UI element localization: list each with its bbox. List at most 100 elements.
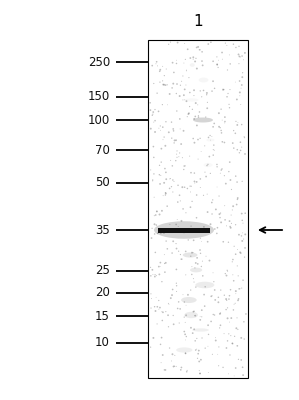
Point <box>179 141 184 147</box>
Point <box>190 106 195 112</box>
Point <box>205 209 210 215</box>
Point <box>162 82 167 88</box>
Point <box>174 266 179 273</box>
Point <box>165 246 170 252</box>
Point <box>175 148 179 154</box>
Point <box>214 230 219 237</box>
Point <box>170 189 175 195</box>
Point <box>164 118 168 125</box>
Point <box>232 333 237 340</box>
Point <box>210 88 214 94</box>
Point <box>174 280 179 286</box>
Point <box>200 58 205 64</box>
Point <box>193 284 198 290</box>
Point <box>169 135 174 141</box>
Point <box>196 44 201 50</box>
Point <box>222 139 227 146</box>
Point <box>202 224 206 230</box>
Point <box>236 273 241 279</box>
Point <box>153 272 158 278</box>
Point <box>171 363 176 370</box>
Point <box>208 221 213 228</box>
Point <box>181 60 186 66</box>
Point <box>157 162 162 168</box>
Point <box>179 218 184 224</box>
Point <box>192 326 196 332</box>
Point <box>198 247 202 253</box>
Point <box>161 136 165 143</box>
Point <box>168 295 173 301</box>
Point <box>180 184 185 190</box>
Point <box>174 282 179 289</box>
Point <box>215 164 219 170</box>
Point <box>172 137 177 144</box>
Point <box>151 80 156 87</box>
Point <box>194 179 199 185</box>
Point <box>199 238 204 244</box>
Point <box>171 238 176 244</box>
Point <box>188 204 193 210</box>
Point <box>192 308 196 314</box>
Point <box>152 304 157 310</box>
Point <box>221 86 225 93</box>
Point <box>174 108 179 114</box>
Point <box>161 192 166 199</box>
Point <box>171 128 176 134</box>
Point <box>179 364 184 371</box>
Point <box>169 184 174 190</box>
Point <box>199 307 204 313</box>
Point <box>199 263 204 270</box>
Point <box>226 239 231 246</box>
Point <box>198 317 203 323</box>
Point <box>241 372 245 378</box>
Point <box>222 114 227 120</box>
Point <box>184 68 189 74</box>
Point <box>184 302 188 308</box>
Point <box>194 192 199 198</box>
Point <box>235 246 240 253</box>
Point <box>215 184 219 190</box>
Point <box>231 307 236 313</box>
Point <box>210 211 214 217</box>
Point <box>166 312 170 318</box>
Point <box>152 171 156 177</box>
Point <box>158 79 162 85</box>
Point <box>177 320 181 326</box>
Point <box>240 238 245 244</box>
Ellipse shape <box>199 78 208 82</box>
Point <box>173 352 177 359</box>
Ellipse shape <box>184 312 198 318</box>
Point <box>181 97 185 103</box>
Point <box>160 308 164 315</box>
Point <box>224 297 229 304</box>
Point <box>189 271 194 278</box>
Point <box>205 191 210 197</box>
Point <box>235 122 240 128</box>
Point <box>193 312 198 319</box>
Point <box>154 272 159 279</box>
Point <box>157 68 162 74</box>
Point <box>203 345 208 351</box>
Point <box>197 368 202 374</box>
Point <box>179 256 184 262</box>
Point <box>164 190 168 197</box>
Point <box>156 108 161 114</box>
Point <box>187 89 192 96</box>
Point <box>239 82 244 88</box>
Point <box>167 301 171 308</box>
Point <box>208 132 213 139</box>
Point <box>239 335 244 341</box>
Point <box>235 343 240 349</box>
Point <box>179 78 184 84</box>
Point <box>228 86 232 93</box>
Point <box>228 223 233 230</box>
Point <box>188 287 193 293</box>
Point <box>178 306 182 312</box>
Point <box>170 60 175 66</box>
Point <box>187 110 191 116</box>
Point <box>233 365 238 371</box>
Point <box>151 119 156 125</box>
Point <box>235 263 240 269</box>
Point <box>158 172 163 179</box>
Point <box>240 70 245 76</box>
